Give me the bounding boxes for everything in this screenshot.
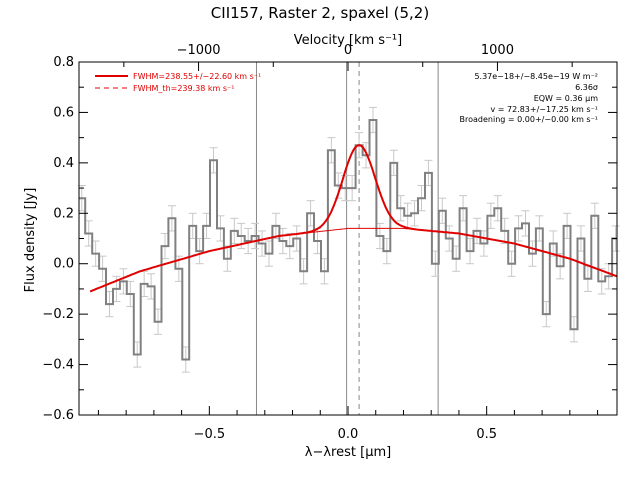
x-tick-label: 0.5	[476, 427, 497, 442]
top-axis-label: Velocity [km s⁻¹]	[294, 33, 402, 48]
annotation-broadening: Broadening = 0.00+/−0.00 km s⁻¹	[460, 115, 598, 124]
legend-label-fwhm: FWHM=238.55+/−22.60 km s⁻¹	[133, 72, 261, 81]
y-tick-label: 0.6	[53, 105, 74, 120]
y-axis-label: Flux density [Jy]	[23, 188, 38, 293]
plot-area	[77, 62, 620, 415]
annotation-line-flux: 5.37e−18+/−8.45e−19 W m⁻²	[474, 72, 598, 81]
top-tick-label: −1000	[177, 43, 221, 58]
legend-label-fwhm-th: FWHM_th=239.38 km s⁻¹	[133, 84, 234, 93]
y-tick-label: 0.2	[53, 206, 74, 221]
chart-title: CII157, Raster 2, spaxel (5,2)	[211, 4, 429, 22]
x-tick-label: −0.5	[194, 427, 226, 442]
annotation-eqw: EQW = 0.36 μm	[534, 94, 598, 103]
legend: FWHM=238.55+/−22.60 km s⁻¹ FWHM_th=239.3…	[95, 72, 261, 93]
annotation-significance: 6.36σ	[575, 83, 598, 92]
top-tick-label: 0	[344, 43, 352, 58]
y-tick-label: 0.4	[53, 156, 74, 171]
y-tick-label: −0.2	[42, 307, 74, 322]
annotation-velocity: v = 72.83+/−17.25 km s⁻¹	[490, 105, 598, 114]
axes: −0.5 0.0 0.5 −0.6 −0.4 −0.2 0.0 0.2 0.4 0.6 0.8 −10…	[42, 43, 618, 442]
spectrum-series	[79, 119, 617, 361]
x-tick-label: 0.0	[338, 427, 359, 442]
y-tick-label: −0.6	[42, 408, 74, 423]
y-tick-label: 0.0	[53, 257, 74, 272]
fit-annotations: 5.37e−18+/−8.45e−19 W m⁻² 6.36σ EQW = 0.…	[460, 72, 599, 124]
top-tick-label: 1000	[481, 43, 514, 58]
gaussian-fit-line	[89, 144, 618, 293]
x-axis-label: λ−λrest [μm]	[305, 445, 391, 460]
y-tick-label: −0.4	[42, 358, 74, 373]
y-tick-label: 0.8	[53, 55, 74, 70]
